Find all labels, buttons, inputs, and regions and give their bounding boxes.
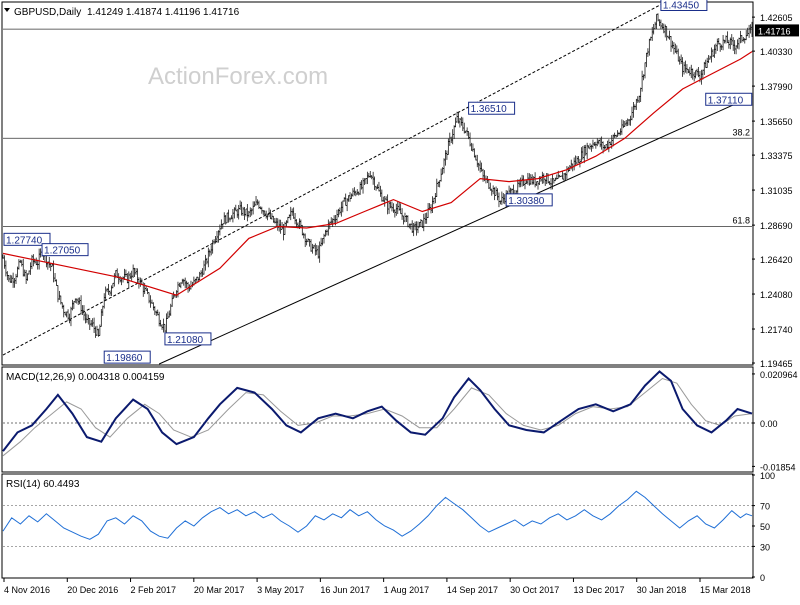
price-tick-label: 1.33375 — [760, 151, 793, 161]
horizontal-levels: 38.2 61.8 — [3, 28, 752, 227]
rsi-main-line — [2, 490, 753, 540]
annotation-box-4 — [468, 101, 516, 115]
annotation-label-6: 1.43450 — [663, 0, 700, 11]
date-tick-label: 20 Mar 2017 — [194, 585, 245, 595]
date-tick-label: 30 Oct 2017 — [510, 585, 559, 595]
annotation-box-7 — [705, 92, 753, 106]
date-tick-label: 4 Nov 2016 — [4, 585, 50, 595]
annotation-label-5: 1.30380 — [508, 196, 545, 207]
rsi-tick-label: 70 — [760, 502, 770, 512]
price-tick-label: 1.21740 — [760, 325, 793, 335]
watermark: ActionForex.com — [148, 63, 328, 90]
trend-lines — [2, 4, 753, 365]
date-tick-label: 2 Feb 2017 — [131, 585, 177, 595]
trend-line-dashed — [2, 4, 662, 356]
price-tick-label: 1.28690 — [760, 221, 793, 231]
macd-signal-line — [2, 377, 753, 457]
annotation-label-1: 1.27050 — [44, 246, 81, 257]
annotation-box-2 — [103, 350, 151, 364]
price-tick-label: 1.37990 — [760, 82, 793, 92]
moving-average — [2, 51, 753, 296]
date-tick-label: 13 Dec 2017 — [573, 585, 624, 595]
date-tick-label: 30 Jan 2018 — [637, 585, 687, 595]
annotation-box-0 — [3, 232, 51, 246]
price-tick-label: 1.19465 — [760, 359, 793, 369]
macd-tick-label: 0.00 — [760, 419, 778, 429]
price-tick-label: 1.35650 — [760, 117, 793, 127]
price-tick-label: 1.24080 — [760, 290, 793, 300]
rsi-line — [2, 490, 753, 547]
price-tick-label: 1.40330 — [760, 47, 793, 57]
level-label-0: 38.2 — [732, 127, 750, 137]
price-bars — [1, 13, 754, 338]
annotation-box-3 — [164, 332, 212, 346]
rsi-tick-label: 0 — [760, 573, 765, 583]
macd-title: MACD(12,26,9) 0.004318 0.004159 — [6, 372, 165, 383]
macd-tick-label: -0.01854 — [760, 462, 796, 472]
macd-panel — [1, 366, 754, 473]
annotation-label-0: 1.27740 — [6, 235, 43, 246]
macd-axis: 0.020964 0.00 -0.01854 — [752, 370, 798, 472]
annotation-label-4: 1.36510 — [471, 104, 508, 115]
rsi-panel — [1, 473, 754, 579]
ma-line — [2, 51, 753, 296]
annotation-label-2: 1.19860 — [106, 353, 143, 364]
price-tick-label: 1.26420 — [760, 255, 793, 265]
price-tick-label: 1.31035 — [760, 186, 793, 196]
rsi-title: RSI(14) 60.4493 — [6, 479, 80, 490]
annotation-box-6 — [660, 0, 708, 11]
annotation-label-7: 1.37110 — [708, 95, 744, 106]
date-tick-label: 1 Aug 2017 — [384, 585, 430, 595]
rsi-tick-label: 30 — [760, 542, 770, 552]
price-tick-label: 1.42605 — [760, 13, 793, 23]
date-tick-label: 14 Sep 2017 — [447, 585, 498, 595]
level-label-1: 61.8 — [732, 215, 750, 225]
symbol-label: GBPUSD,Daily — [14, 7, 81, 18]
price-axis: 1.42605 1.40330 1.37990 1.35650 1.33375 1.310… — [752, 13, 799, 369]
annotation-label-3: 1.21080 — [167, 335, 204, 346]
rsi-tick-label: 100 — [760, 471, 775, 481]
current-price-box — [755, 24, 799, 37]
price-panel — [1, 1, 754, 366]
macd-lines — [2, 370, 753, 457]
date-tick-label: 20 Dec 2016 — [67, 585, 118, 595]
macd-tick-label: 0.020964 — [760, 370, 798, 380]
macd-main-line — [2, 370, 753, 452]
ohlc-readout: 1.41249 1.41874 1.41196 1.41716 — [87, 7, 240, 18]
annotation-box-1 — [41, 243, 89, 257]
annotation-box-5 — [505, 193, 553, 207]
rsi-tick-label: 50 — [760, 522, 770, 532]
current-price-label: 1.41716 — [758, 26, 791, 36]
trend-line-solid — [158, 95, 753, 365]
rsi-axis: 100 70 50 30 0 — [752, 471, 775, 583]
date-tick-label: 16 Jun 2017 — [320, 585, 370, 595]
date-tick-label: 15 Mar 2018 — [700, 585, 751, 595]
date-axis: 4 Nov 2016 20 Dec 2016 2 Feb 2017 20 Mar 20… — [3, 578, 751, 595]
collapse-triangle-icon[interactable] — [4, 8, 10, 12]
date-tick-label: 3 May 2017 — [257, 585, 304, 595]
